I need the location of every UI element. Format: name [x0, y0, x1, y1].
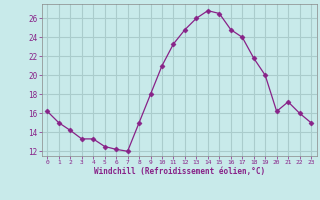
X-axis label: Windchill (Refroidissement éolien,°C): Windchill (Refroidissement éolien,°C) [94, 167, 265, 176]
